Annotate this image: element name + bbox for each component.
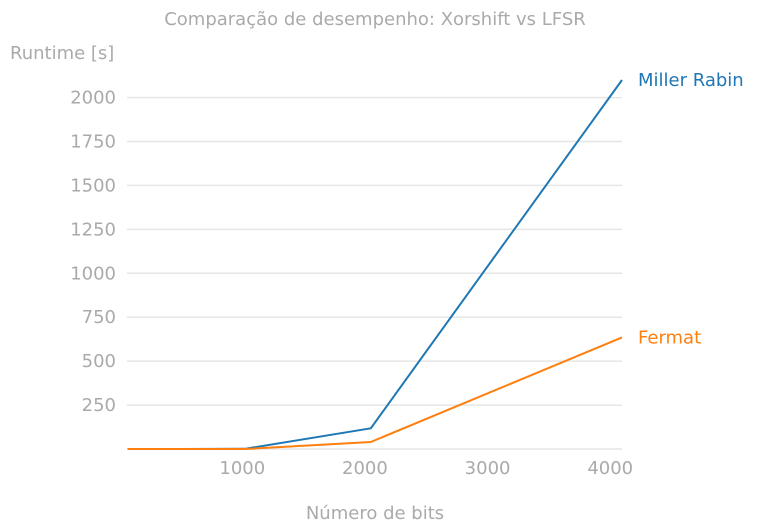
y-tick-label: 2000 <box>70 88 116 109</box>
series-labels: Miller Rabin Fermat <box>638 70 744 348</box>
x-tick-labels: 1000 2000 3000 4000 <box>219 458 633 479</box>
chart-title: Comparação de desempenho: Xorshift vs LF… <box>164 9 586 30</box>
y-tick-labels: 250 500 750 1000 1250 1500 1750 2000 <box>70 88 116 417</box>
x-axis-label: Número de bits <box>306 503 444 524</box>
y-tick-label: 500 <box>82 351 116 372</box>
x-tick-label: 3000 <box>465 458 511 479</box>
x-tick-label: 1000 <box>219 458 265 479</box>
x-tick-label: 4000 <box>587 458 633 479</box>
series-label: Fermat <box>638 327 701 348</box>
y-tick-label: 1000 <box>70 263 116 284</box>
y-tick-label: 250 <box>82 395 116 416</box>
series-label: Miller Rabin <box>638 70 744 91</box>
grid-lines <box>127 96 622 450</box>
y-tick-label: 1500 <box>70 175 116 196</box>
x-tick-label: 2000 <box>342 458 388 479</box>
y-axis-label: Runtime [s] <box>10 43 114 64</box>
y-tick-label: 1250 <box>70 219 116 240</box>
series-lines <box>127 79 623 450</box>
y-tick-label: 750 <box>82 307 116 328</box>
series-line-fermat <box>127 336 623 450</box>
y-tick-label: 1750 <box>70 132 116 153</box>
series-line-miller-rabin <box>127 79 623 450</box>
